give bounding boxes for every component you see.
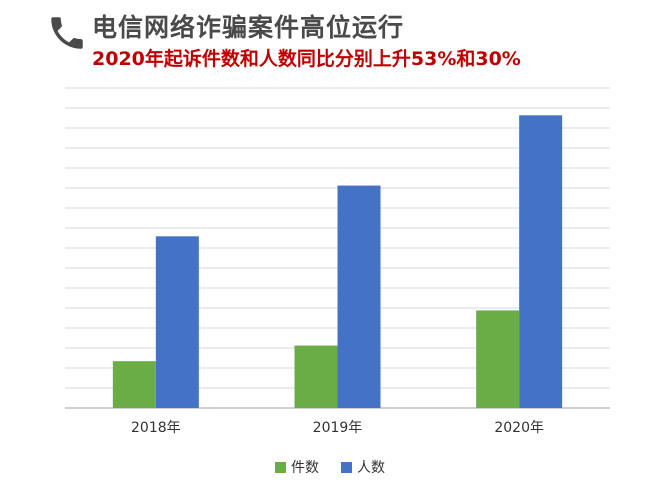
x-tick-label: 2020年 [494, 420, 544, 436]
chart-header: 电信网络诈骗案件高位运行 2020年起诉件数和人数同比分别上升53%和30% [0, 0, 660, 80]
legend-label-people: 人数 [357, 460, 385, 476]
chart-subtitle: 2020年起诉件数和人数同比分别上升53%和30% [92, 48, 521, 70]
chart-legend: 件数 人数 [0, 455, 660, 479]
x-tick-label: 2018年 [131, 420, 181, 436]
bar-cases-0 [112, 361, 156, 408]
legend-swatch-people [341, 461, 352, 473]
bar-chart: 2018年 2019年 2020年 [65, 87, 610, 436]
legend-item-cases: 件数 [275, 457, 319, 477]
bar-people-0 [155, 236, 199, 408]
legend-swatch-cases [275, 461, 286, 473]
x-tick-label: 2019年 [313, 420, 363, 436]
legend-item-people: 人数 [341, 457, 385, 477]
bar-people-1 [337, 185, 381, 408]
phone-icon [51, 17, 83, 49]
bar-people-2 [519, 115, 563, 408]
bar-cases-1 [294, 345, 338, 408]
legend-label-cases: 件数 [291, 460, 319, 476]
bar-cases-2 [476, 310, 520, 408]
chart-title: 电信网络诈骗案件高位运行 [92, 13, 405, 42]
